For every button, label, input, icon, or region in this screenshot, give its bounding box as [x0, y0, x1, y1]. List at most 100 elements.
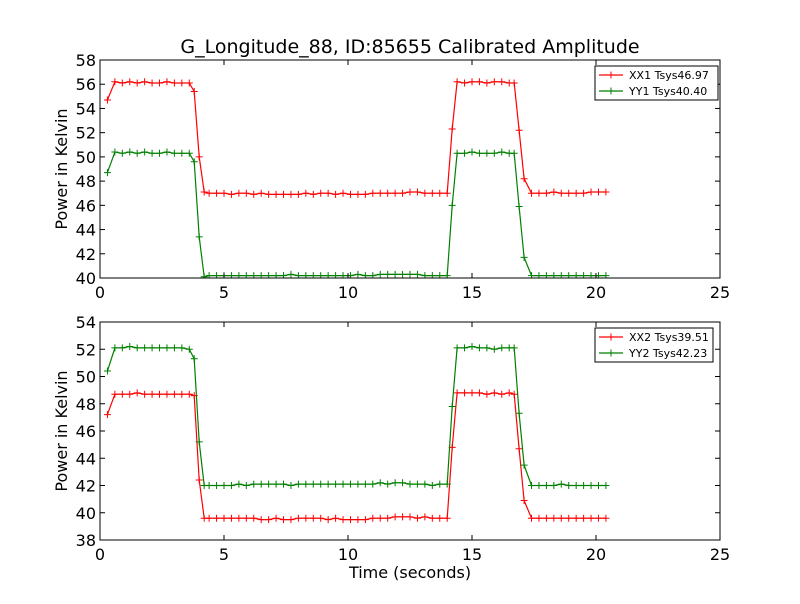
data-point	[185, 345, 193, 353]
y-tick-label: 52	[76, 340, 96, 359]
data-point	[391, 270, 399, 278]
data-point	[443, 189, 451, 197]
x-tick-label: 20	[586, 283, 606, 302]
data-point	[475, 389, 483, 397]
data-point	[461, 79, 469, 87]
series-line	[106, 81, 606, 196]
subplot-2: 0 5 10 15 20 25 38 40 42 44 46 48 50 52 54 Power in Kel…	[52, 313, 730, 582]
y-tick-label: 42	[76, 245, 96, 264]
data-point	[103, 169, 111, 177]
legend-box	[594, 327, 714, 363]
data-point	[602, 188, 610, 196]
data-point	[436, 514, 444, 522]
data-point	[163, 344, 171, 352]
data-point	[126, 343, 134, 351]
data-point	[213, 482, 221, 489]
data-point	[413, 480, 421, 488]
data-point	[287, 482, 295, 489]
data-point	[361, 480, 369, 488]
y-tick-label: 48	[76, 395, 96, 414]
data-point	[354, 190, 362, 198]
plot-area	[103, 343, 610, 524]
data-point	[354, 480, 362, 488]
data-point	[369, 189, 377, 197]
data-point	[384, 189, 392, 197]
data-point	[133, 149, 141, 157]
data-point	[510, 149, 518, 157]
data-point	[483, 344, 491, 352]
y-tick-label: 54	[76, 99, 96, 118]
data-point	[406, 480, 414, 488]
data-point	[468, 389, 476, 397]
data-point	[141, 148, 149, 156]
legend-label: XX1 Tsys46.97	[629, 69, 709, 82]
data-point	[148, 344, 156, 352]
data-point	[498, 390, 506, 398]
data-point	[118, 390, 126, 398]
series-line	[106, 345, 606, 487]
legend: XX1 Tsys46.97 YY1 Tsys40.40	[594, 65, 719, 101]
data-point	[542, 189, 550, 197]
data-point	[391, 189, 399, 197]
data-point	[257, 516, 265, 524]
data-point	[468, 148, 476, 156]
data-point	[195, 233, 203, 241]
data-point	[421, 189, 429, 197]
data-point	[339, 189, 347, 197]
data-point	[118, 79, 126, 87]
data-point	[287, 190, 295, 198]
x-tick-label: 20	[586, 545, 606, 564]
data-point	[535, 482, 543, 489]
data-point	[178, 149, 186, 157]
data-point	[332, 190, 340, 198]
x-tick-label: 10	[338, 545, 358, 564]
data-point	[242, 189, 250, 197]
y-tick-label: 50	[76, 148, 96, 167]
y-tick-label: 44	[76, 221, 96, 240]
data-point	[272, 514, 280, 522]
data-point	[302, 480, 310, 488]
data-point	[520, 175, 528, 183]
data-point	[163, 148, 171, 156]
data-point	[190, 158, 198, 166]
data-point	[265, 190, 273, 198]
data-point	[498, 148, 506, 156]
data-point	[406, 188, 414, 196]
x-tick-label: 15	[462, 545, 482, 564]
data-point	[399, 189, 407, 197]
x-tick-label: 15	[462, 283, 482, 302]
data-point	[413, 188, 421, 196]
data-point	[302, 514, 310, 522]
data-point	[294, 514, 302, 522]
data-point	[309, 480, 317, 488]
data-point	[406, 513, 414, 521]
data-point	[332, 480, 340, 488]
data-point	[156, 149, 164, 157]
data-point	[483, 79, 491, 87]
y-axis-label: Power in Kelvin	[52, 108, 71, 229]
data-point	[195, 438, 203, 446]
legend-item: XX2 Tsys39.51	[599, 331, 709, 344]
data-point	[220, 482, 228, 489]
data-point	[520, 496, 528, 504]
data-point	[317, 480, 325, 488]
data-point	[490, 78, 498, 86]
data-point	[257, 480, 265, 488]
data-point	[535, 514, 543, 522]
data-point	[324, 516, 332, 524]
data-point	[376, 514, 384, 522]
data-point	[111, 148, 119, 156]
data-point	[453, 344, 461, 352]
data-point	[200, 188, 208, 196]
data-point	[141, 390, 149, 398]
legend-item: YY2 Tsys42.23	[599, 347, 707, 360]
data-point	[580, 514, 588, 522]
data-point	[376, 270, 384, 278]
data-point	[324, 189, 332, 197]
data-point	[280, 190, 288, 198]
y-tick-label: 52	[76, 124, 96, 143]
legend-label: XX2 Tsys39.51	[629, 331, 709, 344]
y-tick-label: 46	[76, 196, 96, 215]
legend-marker	[607, 333, 615, 341]
